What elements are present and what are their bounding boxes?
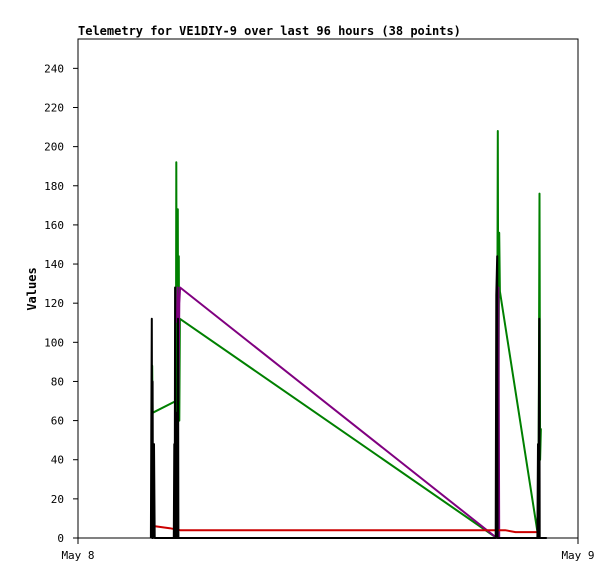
y-tick-label: 80 [51, 375, 64, 388]
series-line-3 [151, 523, 541, 534]
y-tick-label: 40 [51, 454, 64, 467]
y-axis-label: Values [25, 267, 39, 310]
y-tick-label: 180 [44, 180, 64, 193]
y-tick-label: 200 [44, 141, 64, 154]
y-tick-label: 100 [44, 336, 64, 349]
y-tick-label: 60 [51, 415, 64, 428]
plot-area [77, 38, 579, 539]
y-tick-label: 20 [51, 493, 64, 506]
x-axis: May 8 May 9 [61, 538, 595, 562]
y-tick-label: 0 [57, 532, 64, 545]
x-tick-label: May 9 [561, 549, 594, 562]
y-tick-label: 160 [44, 219, 64, 232]
series-layer [149, 130, 547, 539]
y-tick-label: 220 [44, 101, 64, 114]
y-tick-label: 120 [44, 297, 64, 310]
x-tick-label: May 8 [61, 549, 94, 562]
y-tick-label: 240 [44, 62, 64, 75]
y-tick-label: 140 [44, 258, 64, 271]
series-line-4 [149, 255, 547, 539]
chart-title: Telemetry for VE1DIY-9 over last 96 hour… [78, 24, 461, 38]
y-axis: 0 20 40 60 80 100 120 140 160 180 200 220 240 [44, 62, 78, 545]
